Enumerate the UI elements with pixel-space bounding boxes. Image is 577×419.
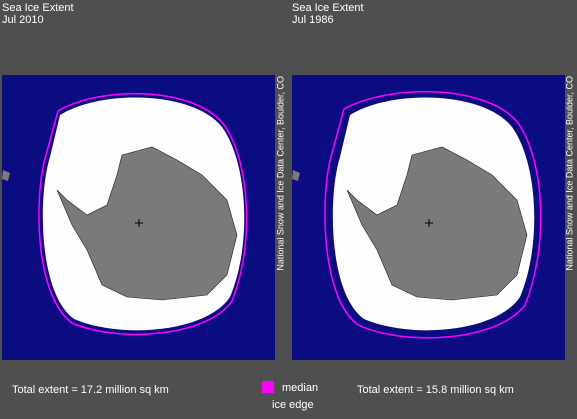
map [1,74,276,361]
title: Sea Ice Extent [292,2,364,14]
credit: National Snow and Ice Data Center, Bould… [275,76,285,271]
map [291,74,566,361]
date: Jul 2010 [2,14,44,26]
date: Jul 1986 [292,14,334,26]
median-ice-edge [324,90,542,339]
legend-label: median [282,382,318,394]
legend-swatch [262,381,274,393]
legend-label: ice edge [272,399,314,411]
credit: National Snow and Ice Data Center, Bould… [564,76,574,271]
total-extent: Total extent = 17.2 million sq km [12,384,169,396]
median-ice-edge [38,92,248,336]
title: Sea Ice Extent [2,2,74,14]
total-extent: Total extent = 15.8 million sq km [357,384,514,396]
map-1986 [291,74,566,361]
map-2010 [1,74,276,361]
